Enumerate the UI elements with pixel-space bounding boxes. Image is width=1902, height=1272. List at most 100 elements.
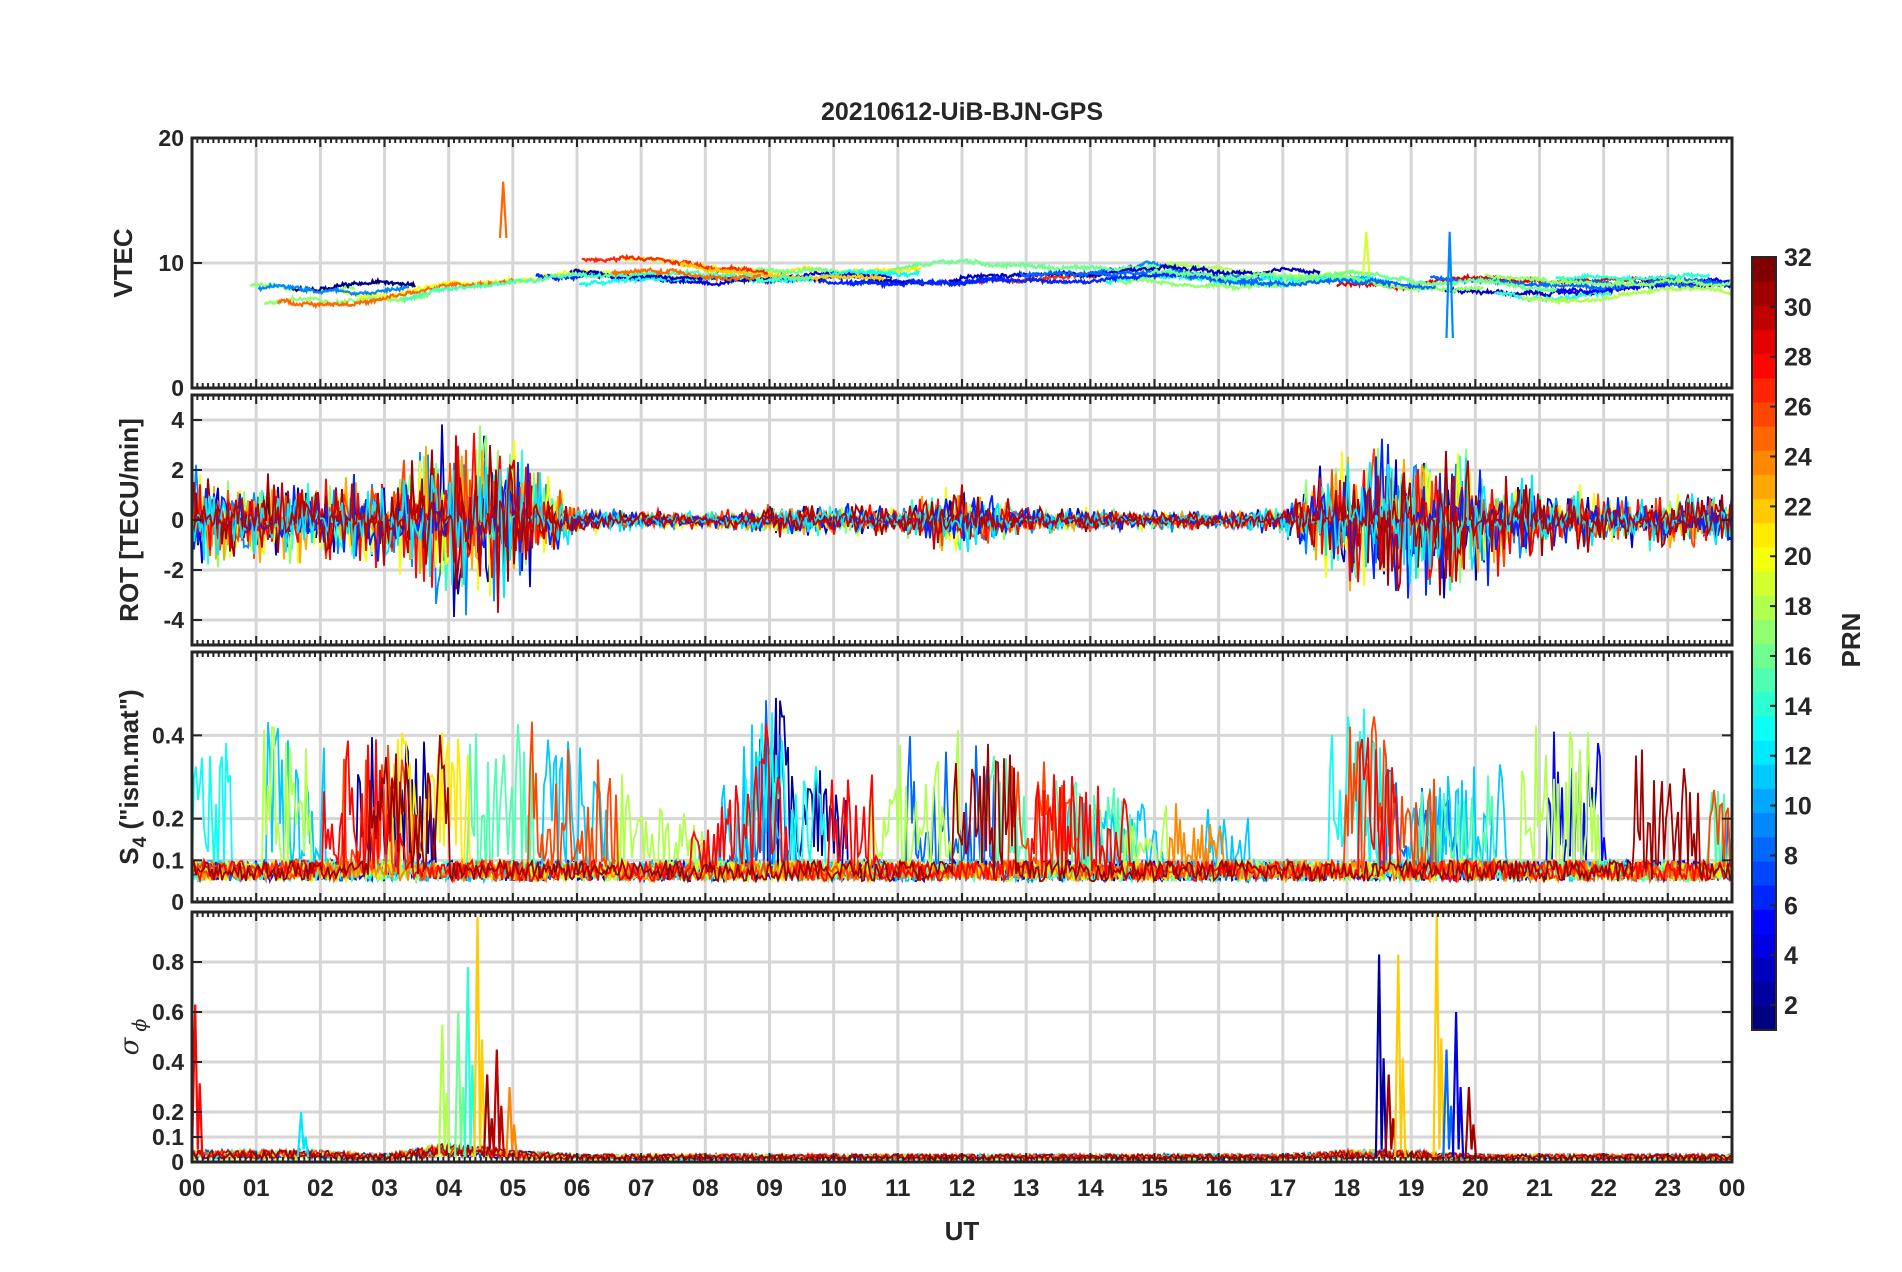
colorbar-tick-label: 22	[1784, 493, 1812, 521]
x-tick-label: 05	[499, 1175, 526, 1202]
x-tick-label: 11	[885, 1175, 910, 1202]
colorbar-segment	[1752, 740, 1776, 765]
y-tick-label: 0	[171, 1149, 184, 1175]
vtec-trace	[1361, 231, 1371, 276]
colorbar-frame	[1751, 256, 1777, 1031]
svg-text:σ ϕ: σ ϕ	[115, 1019, 151, 1056]
colorbar-segment	[1752, 522, 1776, 548]
vtec-trace	[679, 260, 885, 283]
y-tick-label: 0.6	[152, 999, 184, 1025]
colorbar-tick-label: 28	[1784, 344, 1812, 372]
x-tick-label: 14	[1077, 1175, 1104, 1202]
x-tick-label: 16	[1205, 1175, 1232, 1202]
svg-text:S4 ("ism.mat"): S4 ("ism.mat")	[114, 689, 151, 864]
vtec-trace	[1149, 267, 1558, 294]
sigma-phi-peak	[296, 1111, 310, 1158]
colorbar-tick-label: 8	[1784, 842, 1798, 870]
sigma-phi-peak	[192, 1004, 204, 1158]
colorbar-segment	[1752, 498, 1776, 524]
series-traces	[192, 697, 1732, 885]
colorbar-tick-label: 24	[1784, 443, 1812, 471]
y-axis-label-rot: ROT [TECU/min]	[114, 418, 144, 622]
y-tick-label: -4	[164, 607, 185, 633]
colorbar-segment	[1752, 619, 1776, 645]
colorbar-segment	[1752, 933, 1776, 959]
rot-trace	[192, 435, 1732, 613]
vtec-trace	[754, 258, 1160, 279]
x-tick-label: 03	[371, 1175, 398, 1202]
sigma-phi-peak	[492, 1049, 505, 1158]
sigma-phi-peak	[1394, 954, 1407, 1158]
colorbar-segment	[1752, 305, 1776, 331]
colorbar-segment	[1752, 788, 1776, 814]
x-tick-label: 09	[756, 1175, 783, 1202]
x-tick-label: 06	[564, 1175, 591, 1202]
vtec-trace	[1555, 271, 1711, 285]
colorbar-tick-label: 20	[1784, 543, 1812, 571]
vtec-trace	[581, 253, 769, 277]
x-tick-label: 21	[1526, 1175, 1553, 1202]
colorbar-segment	[1752, 715, 1776, 741]
vtec-trace	[1019, 268, 1437, 290]
y-tick-label: 0.1	[152, 847, 184, 873]
colorbar-segment	[1752, 1005, 1776, 1031]
vtec-trace	[276, 277, 515, 310]
sigma-phi-peak	[1464, 1086, 1478, 1158]
colorbar-tick-label: 2	[1784, 992, 1798, 1020]
sigma-phi-peak	[1442, 1049, 1455, 1158]
vtec-trace	[1445, 231, 1454, 339]
x-tick-label: 10	[820, 1175, 847, 1202]
colorbar-segment	[1752, 812, 1776, 838]
sigma-phi-peak	[463, 966, 477, 1158]
colorbar-segment	[1752, 450, 1776, 476]
colorbar-tick-label: 16	[1784, 643, 1812, 671]
x-tick-label: 00	[1719, 1175, 1746, 1202]
colorbar-label: PRN	[1836, 613, 1866, 668]
sigma-phi-peak	[482, 1074, 496, 1158]
sigma-phi-peak	[454, 1011, 467, 1158]
colorbar-segment	[1752, 474, 1776, 500]
colorbar-tick-label: 4	[1784, 942, 1798, 970]
x-tick-label: 07	[628, 1175, 655, 1202]
colorbar-segment	[1752, 957, 1776, 983]
colorbar-tick-label: 18	[1784, 593, 1812, 621]
sigma-phi-peak	[1432, 914, 1445, 1158]
vtec-trace	[611, 266, 762, 284]
x-axis-label: UT	[945, 1216, 980, 1246]
x-tick-label: 02	[307, 1175, 334, 1202]
colorbar-segment	[1752, 281, 1776, 306]
y-tick-label: 0.4	[152, 1049, 184, 1075]
colorbar-segment	[1752, 981, 1776, 1007]
colorbar-segment	[1752, 595, 1776, 620]
colorbar-tick-label: 6	[1784, 892, 1798, 920]
sigma-phi-peak	[1451, 1011, 1465, 1158]
axes-frame	[190, 650, 1734, 904]
y-tick-label: 0	[171, 507, 184, 533]
chart-title: 20210612-UiB-BJN-GPS	[821, 98, 1103, 126]
axes-frame	[190, 910, 1734, 1164]
y-tick-label: 0	[171, 375, 184, 401]
colorbar-segment	[1752, 353, 1776, 379]
y-axis-label-sigma-phi: σ ϕ	[115, 1019, 151, 1056]
y-tick-label: 0.1	[152, 1124, 184, 1150]
colorbar-segment	[1752, 667, 1776, 693]
vtec-trace	[291, 276, 416, 293]
x-tick-label: 22	[1590, 1175, 1617, 1202]
y-tick-label: 20	[158, 125, 184, 151]
series-traces	[249, 181, 1732, 339]
panel-s4: 0 0.1 0.2 0.4	[152, 650, 1734, 915]
x-tick-label: 17	[1269, 1175, 1296, 1202]
y-tick-label: 0.4	[152, 722, 184, 748]
panel-sigma-phi: 00.10.2 0.4 0.6 0.8	[152, 910, 1734, 1175]
x-tick-label: 19	[1398, 1175, 1425, 1202]
vtec-trace	[1484, 273, 1732, 290]
y-tick-label: 0.2	[152, 806, 184, 832]
y-tick-label: 0.8	[152, 949, 184, 975]
colorbar-tick-label: 30	[1784, 294, 1812, 322]
sigma-phi-peak	[1374, 954, 1388, 1158]
colorbar-tick-label: 10	[1784, 793, 1812, 821]
x-tick-label: 23	[1654, 1175, 1681, 1202]
colorbar-tick-label: 26	[1784, 394, 1812, 422]
